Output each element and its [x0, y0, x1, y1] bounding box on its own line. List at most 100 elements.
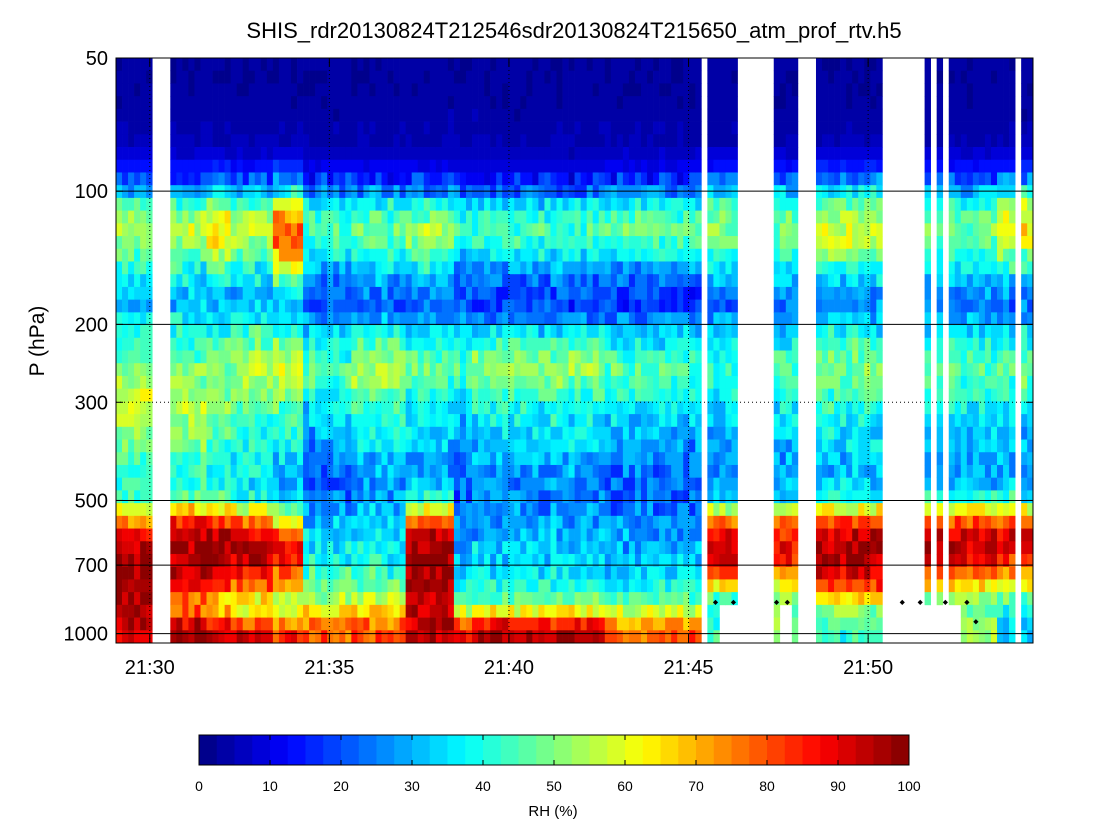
heatmap-cell — [622, 414, 630, 428]
heatmap-cell — [779, 108, 787, 122]
heatmap-cell — [846, 299, 853, 313]
heatmap-cell — [182, 388, 189, 402]
heatmap-cell — [248, 286, 256, 300]
heatmap-cell — [351, 592, 358, 606]
heatmap-cell — [574, 261, 581, 275]
heatmap-cell — [834, 134, 841, 148]
heatmap-cell — [556, 528, 563, 542]
heatmap-cell — [447, 197, 455, 211]
heatmap-cell — [550, 477, 557, 491]
heatmap-cell — [423, 58, 431, 72]
heatmap-cell — [640, 452, 648, 466]
heatmap-cell — [248, 490, 256, 504]
heatmap-cell — [586, 388, 594, 402]
heatmap-cell — [604, 553, 612, 568]
heatmap-cell — [453, 579, 461, 593]
heatmap-cell — [634, 388, 642, 402]
heatmap-cell — [677, 223, 684, 237]
heatmap-cell — [405, 388, 413, 402]
heatmap-cell — [562, 579, 569, 593]
heatmap-cell — [459, 439, 467, 453]
heatmap-cell — [538, 210, 545, 224]
heatmap-cell — [616, 96, 624, 110]
heatmap-cell — [272, 566, 280, 580]
heatmap-cell — [520, 185, 527, 199]
heatmap-cell — [435, 363, 443, 377]
heatmap-cell — [369, 286, 376, 300]
heatmap-cell — [417, 299, 425, 313]
heatmap-cell — [375, 337, 382, 351]
heatmap-cell — [405, 617, 413, 631]
heatmap-cell — [236, 363, 244, 377]
heatmap-cell — [363, 83, 370, 97]
heatmap-cell — [260, 286, 268, 300]
heatmap-cell — [496, 375, 503, 389]
heatmap-cell — [785, 452, 793, 466]
heatmap-cell — [218, 579, 225, 593]
heatmap-cell — [134, 490, 141, 504]
heatmap-cell — [369, 617, 376, 631]
heatmap-cell — [321, 630, 328, 644]
heatmap-cell — [272, 515, 280, 529]
heatmap-cell — [846, 401, 853, 415]
heatmap-cell — [634, 566, 642, 580]
heatmap-cell — [502, 274, 509, 288]
heatmap-cell — [496, 414, 503, 428]
heatmap-cell — [514, 477, 521, 491]
heatmap-cell — [447, 414, 455, 428]
heatmap-cell — [200, 261, 207, 275]
heatmap-cell — [242, 147, 250, 161]
heatmap-cell — [128, 363, 135, 377]
heatmap-cell — [411, 566, 419, 580]
heatmap-cell — [640, 325, 648, 339]
heatmap-cell — [628, 617, 636, 631]
heatmap-cell — [834, 503, 841, 517]
heatmap-cell — [628, 579, 636, 593]
heatmap-cell — [453, 261, 461, 275]
heatmap-cell — [502, 566, 509, 580]
heatmap-cell — [417, 452, 425, 466]
heatmap-cell — [393, 197, 400, 211]
heatmap-cell — [375, 515, 382, 529]
heatmap-cell — [785, 553, 793, 568]
heatmap-cell — [254, 528, 262, 542]
heatmap-cell — [146, 604, 153, 618]
heatmap-cell — [840, 388, 847, 402]
heatmap-cell — [218, 566, 225, 580]
heatmap-cell — [242, 350, 250, 364]
heatmap-cell — [345, 490, 352, 504]
heatmap-cell — [206, 490, 213, 504]
heatmap-cell — [828, 261, 835, 275]
heatmap-cell — [423, 579, 431, 593]
heatmap-cell — [556, 248, 563, 262]
heatmap-cell — [828, 159, 835, 173]
heatmap-cell — [351, 401, 358, 415]
heatmap-cell — [653, 490, 660, 504]
heatmap-cell — [828, 553, 835, 568]
heatmap-cell — [387, 439, 394, 453]
heatmap-cell — [514, 83, 521, 97]
heatmap-cell — [544, 96, 551, 110]
heatmap-cell — [303, 630, 310, 644]
heatmap-cell — [580, 286, 588, 300]
heatmap-cell — [260, 515, 268, 529]
heatmap-cell — [653, 312, 660, 326]
heatmap-cell — [260, 185, 268, 199]
heatmap-cell — [689, 553, 696, 568]
heatmap-cell — [846, 172, 853, 186]
heatmap-cell — [677, 121, 684, 135]
heatmap-cell — [671, 477, 678, 491]
heatmap-cell — [478, 515, 485, 529]
heatmap-cell — [441, 350, 449, 364]
heatmap-cell — [622, 401, 630, 415]
heatmap-cell — [689, 70, 696, 84]
heatmap-cell — [598, 541, 606, 555]
heatmap-cell — [725, 490, 732, 504]
heatmap-cell — [122, 312, 129, 326]
heatmap-cell — [140, 617, 147, 631]
heatmap-cell — [634, 375, 642, 389]
heatmap-cell — [122, 579, 129, 593]
heatmap-cell — [375, 388, 382, 402]
heatmap-cell — [321, 197, 328, 211]
heatmap-cell — [182, 579, 189, 593]
